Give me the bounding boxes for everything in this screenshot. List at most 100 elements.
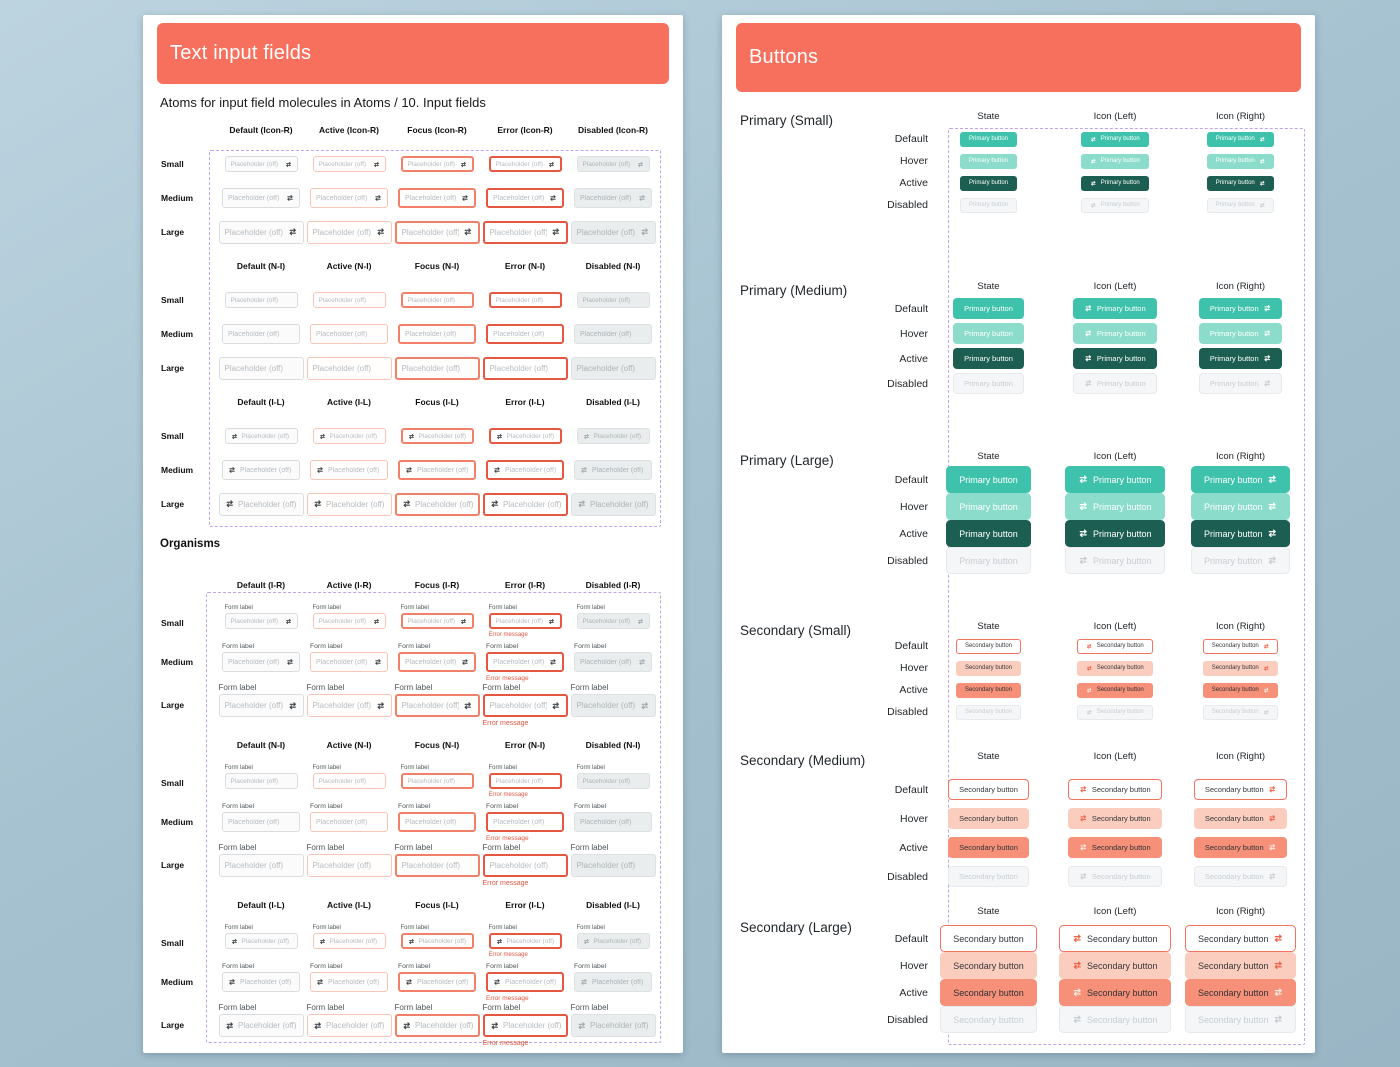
button-secondary-lg-icon-right-default[interactable]: Secondary button — [1184, 925, 1297, 952]
button-primary-md-state-hover[interactable]: Primary button — [953, 323, 1024, 344]
input-focus-small[interactable]: Placeholder (off) — [400, 156, 474, 172]
button-secondary-md-icon-left-default[interactable]: Secondary button — [1068, 779, 1162, 800]
input-focus-small[interactable]: Placeholder (off) — [400, 292, 474, 308]
input-active-small[interactable]: Placeholder (off) — [312, 156, 386, 172]
input-focus-medium[interactable]: Placeholder (off) — [398, 652, 476, 672]
button-secondary-sm-icon-right-active[interactable]: Secondary button — [1202, 682, 1279, 698]
button-primary-lg-icon-right-default[interactable]: Primary button — [1190, 466, 1291, 493]
input-active-medium[interactable]: Placeholder (off) — [310, 972, 388, 992]
button-primary-lg-icon-right-hover[interactable]: Primary button — [1190, 493, 1291, 520]
button-secondary-sm-icon-left-hover[interactable]: Secondary button — [1077, 660, 1153, 676]
button-secondary-sm-state-active[interactable]: Secondary button — [955, 682, 1022, 698]
button-primary-md-state-default[interactable]: Primary button — [953, 298, 1024, 319]
input-active-large[interactable]: Placeholder (off) — [306, 854, 392, 877]
input-error-medium[interactable]: Placeholder (off) — [486, 652, 564, 672]
button-secondary-lg-icon-right-active[interactable]: Secondary button — [1184, 979, 1297, 1006]
button-primary-md-icon-left-active[interactable]: Primary button — [1073, 348, 1157, 369]
button-secondary-lg-state-active[interactable]: Secondary button — [940, 979, 1037, 1006]
input-focus-small[interactable]: Placeholder (off) — [400, 613, 474, 629]
button-primary-sm-icon-left-default[interactable]: Primary button — [1081, 131, 1149, 147]
input-focus-medium[interactable]: Placeholder (off) — [398, 324, 476, 344]
input-focus-large[interactable]: Placeholder (off) — [394, 220, 480, 244]
input-error-small[interactable]: Placeholder (off) — [488, 292, 562, 308]
input-error-small[interactable]: Placeholder (off) — [488, 773, 562, 789]
button-primary-sm-icon-left-active[interactable]: Primary button — [1081, 175, 1149, 191]
input-default-medium[interactable]: Placeholder (off) — [222, 324, 300, 344]
input-error-small[interactable]: Placeholder (off) — [488, 156, 562, 172]
input-default-large[interactable]: Placeholder (off) — [218, 694, 304, 717]
input-focus-small[interactable]: Placeholder (off) — [400, 428, 474, 444]
input-active-small[interactable]: Placeholder (off) — [312, 428, 386, 444]
button-secondary-lg-icon-left-default[interactable]: Secondary button — [1059, 925, 1171, 952]
button-primary-sm-state-default[interactable]: Primary button — [959, 131, 1017, 147]
button-primary-lg-state-active[interactable]: Primary button — [946, 520, 1031, 547]
input-error-small[interactable]: Placeholder (off) — [488, 428, 562, 444]
button-primary-sm-icon-right-default[interactable]: Primary button — [1206, 131, 1275, 147]
input-focus-medium[interactable]: Placeholder (off) — [398, 972, 476, 992]
input-active-large[interactable]: Placeholder (off) — [306, 1014, 392, 1037]
button-primary-md-icon-left-default[interactable]: Primary button — [1073, 298, 1157, 319]
button-secondary-sm-icon-left-default[interactable]: Secondary button — [1077, 638, 1153, 654]
input-default-large[interactable]: Placeholder (off) — [218, 356, 304, 380]
button-secondary-lg-state-default[interactable]: Secondary button — [940, 925, 1037, 952]
button-secondary-sm-state-hover[interactable]: Secondary button — [955, 660, 1022, 676]
input-active-medium[interactable]: Placeholder (off) — [310, 460, 388, 480]
input-error-large[interactable]: Placeholder (off) — [482, 220, 568, 244]
input-focus-large[interactable]: Placeholder (off) — [394, 854, 480, 877]
input-default-small[interactable]: Placeholder (off) — [224, 933, 298, 949]
input-error-large[interactable]: Placeholder (off) — [482, 492, 568, 516]
input-error-medium[interactable]: Placeholder (off) — [486, 324, 564, 344]
button-primary-lg-icon-right-active[interactable]: Primary button — [1190, 520, 1291, 547]
input-default-medium[interactable]: Placeholder (off) — [222, 812, 300, 832]
input-active-medium[interactable]: Placeholder (off) — [310, 652, 388, 672]
input-focus-large[interactable]: Placeholder (off) — [394, 694, 480, 717]
input-active-small[interactable]: Placeholder (off) — [312, 292, 386, 308]
button-secondary-sm-icon-left-active[interactable]: Secondary button — [1077, 682, 1153, 698]
input-default-large[interactable]: Placeholder (off) — [218, 1014, 304, 1037]
input-default-medium[interactable]: Placeholder (off) — [222, 652, 300, 672]
button-primary-lg-state-hover[interactable]: Primary button — [946, 493, 1031, 520]
input-focus-large[interactable]: Placeholder (off) — [394, 492, 480, 516]
button-secondary-sm-icon-right-hover[interactable]: Secondary button — [1202, 660, 1279, 676]
input-error-large[interactable]: Placeholder (off) — [482, 1014, 568, 1037]
input-default-small[interactable]: Placeholder (off) — [224, 292, 298, 308]
input-focus-medium[interactable]: Placeholder (off) — [398, 460, 476, 480]
input-error-large[interactable]: Placeholder (off) — [482, 356, 568, 380]
input-active-medium[interactable]: Placeholder (off) — [310, 324, 388, 344]
button-secondary-lg-icon-right-hover[interactable]: Secondary button — [1184, 952, 1297, 979]
input-active-small[interactable]: Placeholder (off) — [312, 773, 386, 789]
input-error-large[interactable]: Placeholder (off) — [482, 854, 568, 877]
input-focus-medium[interactable]: Placeholder (off) — [398, 188, 476, 208]
button-secondary-md-state-hover[interactable]: Secondary button — [948, 808, 1029, 829]
button-secondary-sm-icon-right-default[interactable]: Secondary button — [1202, 638, 1279, 654]
input-default-small[interactable]: Placeholder (off) — [224, 613, 298, 629]
input-active-small[interactable]: Placeholder (off) — [312, 933, 386, 949]
button-primary-md-icon-right-default[interactable]: Primary button — [1198, 298, 1283, 319]
input-error-large[interactable]: Placeholder (off) — [482, 694, 568, 717]
input-error-medium[interactable]: Placeholder (off) — [486, 972, 564, 992]
input-default-medium[interactable]: Placeholder (off) — [222, 460, 300, 480]
button-primary-md-state-active[interactable]: Primary button — [953, 348, 1024, 369]
input-active-large[interactable]: Placeholder (off) — [306, 492, 392, 516]
button-secondary-md-icon-right-hover[interactable]: Secondary button — [1193, 808, 1288, 829]
input-default-small[interactable]: Placeholder (off) — [224, 428, 298, 444]
input-active-small[interactable]: Placeholder (off) — [312, 613, 386, 629]
button-secondary-lg-icon-left-active[interactable]: Secondary button — [1059, 979, 1171, 1006]
input-default-large[interactable]: Placeholder (off) — [218, 492, 304, 516]
input-focus-small[interactable]: Placeholder (off) — [400, 773, 474, 789]
button-primary-md-icon-right-active[interactable]: Primary button — [1198, 348, 1283, 369]
button-secondary-md-icon-left-active[interactable]: Secondary button — [1068, 837, 1162, 858]
button-secondary-md-icon-right-default[interactable]: Secondary button — [1193, 779, 1288, 800]
button-secondary-md-icon-right-active[interactable]: Secondary button — [1193, 837, 1288, 858]
input-default-large[interactable]: Placeholder (off) — [218, 220, 304, 244]
input-default-small[interactable]: Placeholder (off) — [224, 773, 298, 789]
input-error-small[interactable]: Placeholder (off) — [488, 933, 562, 949]
input-error-medium[interactable]: Placeholder (off) — [486, 188, 564, 208]
button-primary-sm-state-active[interactable]: Primary button — [959, 175, 1017, 191]
button-primary-lg-icon-left-active[interactable]: Primary button — [1065, 520, 1165, 547]
button-primary-md-icon-right-hover[interactable]: Primary button — [1198, 323, 1283, 344]
input-active-large[interactable]: Placeholder (off) — [306, 694, 392, 717]
button-primary-lg-icon-left-default[interactable]: Primary button — [1065, 466, 1165, 493]
input-focus-medium[interactable]: Placeholder (off) — [398, 812, 476, 832]
input-error-medium[interactable]: Placeholder (off) — [486, 460, 564, 480]
